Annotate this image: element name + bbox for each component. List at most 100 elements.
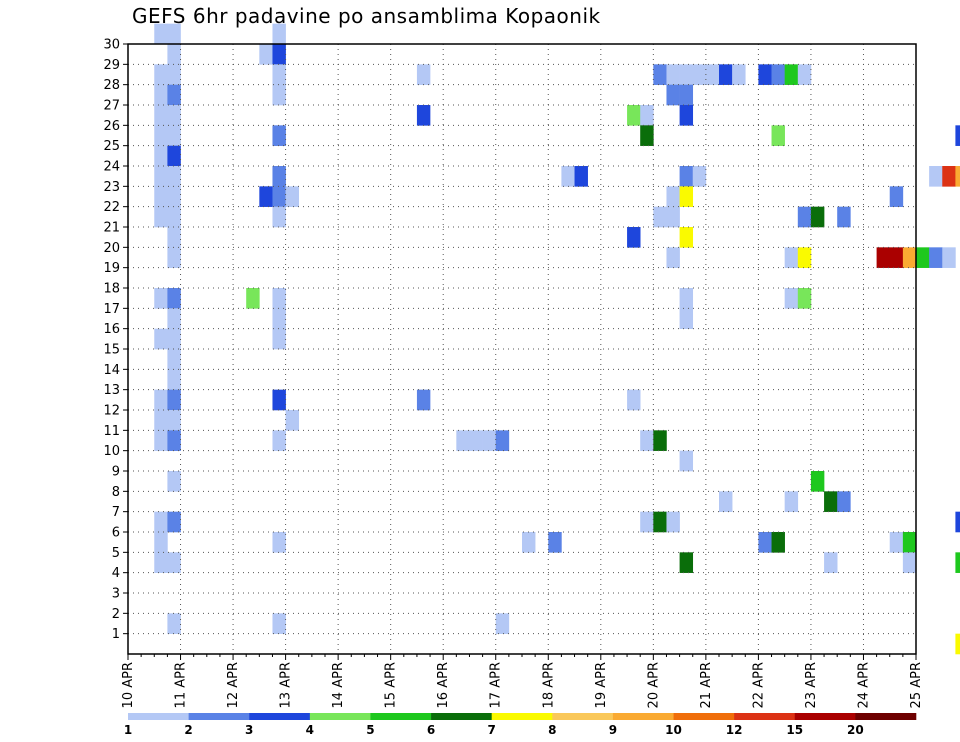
heatmap-cell [797,206,812,228]
x-tick-label: 13 APR [279,662,294,708]
heatmap-cell [666,247,680,268]
heatmap-cell [272,206,286,228]
heatmap-cell [784,491,799,512]
heatmap-cell [246,288,260,309]
heatmap-cell [955,552,960,573]
heatmap-cell [824,552,838,573]
heatmap-cell [666,64,680,85]
heatmap-cell [167,186,181,207]
y-tick-label: 30 [103,38,120,53]
x-tick-label: 21 APR [699,662,714,708]
heatmap-cell [167,471,181,492]
y-tick-label: 17 [103,302,120,317]
heatmap-cell [653,430,667,451]
heatmap-cell [640,105,654,126]
y-tick-label: 27 [103,99,120,114]
heatmap-cell [876,247,891,268]
heatmap-cell [679,84,694,106]
heatmap-cell [167,389,181,411]
y-tick-label: 9 [112,465,120,480]
heatmap-cell [929,247,943,268]
heatmap-cells [154,23,960,655]
heatmap-cell [167,105,181,126]
colorbar-swatch [673,713,735,720]
heatmap-cell [272,186,286,207]
heatmap-cell [154,430,168,451]
heatmap-cell [154,125,168,146]
heatmap-cell [771,125,785,146]
heatmap-cell [653,511,667,533]
heatmap-cell [627,227,641,248]
heatmap-cell [771,64,785,85]
colorbar-label: 3 [245,723,253,737]
heatmap-cell [679,105,694,126]
colorbar: 1 2 3 4 5 6 7 8 9 10 12 15 20 [124,713,917,737]
heatmap-cell [167,247,181,268]
heatmap-cell [797,247,812,268]
heatmap-cell [889,532,904,553]
heatmap-cell [679,186,694,207]
heatmap-cell [285,410,300,431]
heatmap-cell [154,552,168,573]
heatmap-cell [272,613,286,634]
x-tick-label: 24 APR [856,662,871,708]
y-tick-label: 12 [103,404,120,419]
y-axis: 1234567891011121314151617181920212223242… [103,38,128,642]
y-tick-label: 14 [103,363,120,378]
x-tick-label: 18 APR [541,662,556,708]
colorbar-swatch [552,713,614,720]
heatmap-cell [154,23,168,45]
heatmap-cell [719,491,733,512]
heatmap-cell [272,23,286,45]
x-tick-label: 11 APR [174,662,189,708]
y-tick-label: 19 [103,261,120,276]
heatmap-cell [679,552,694,573]
colorbar-swatch [491,713,553,720]
heatmap-cell [154,328,168,350]
heatmap-cell [784,288,799,309]
y-tick-label: 2 [112,607,120,622]
y-tick-label: 3 [112,587,120,602]
colorbar-swatch [370,713,432,720]
heatmap-cell [902,552,917,573]
heatmap-cell [902,532,917,553]
heatmap-cell [167,288,181,309]
y-tick-label: 8 [112,485,120,500]
heatmap-cell [719,64,733,85]
heatmap-cell [679,450,694,472]
heatmap-cell [495,613,510,634]
heatmap-cell [692,166,707,187]
heatmap-cell [837,491,851,512]
colorbar-swatch [249,713,311,720]
colorbar-label: 9 [609,723,617,737]
x-tick-label: 16 APR [436,662,451,708]
heatmap-cell [416,105,431,126]
colorbar-label: 15 [786,723,803,737]
x-axis: 10 APR 11 APR 12 APR 13 APR 14 APR 15 APR 16 A… [121,654,924,708]
heatmap-cell [495,430,510,451]
heatmap-cell [955,511,960,533]
heatmap-cell [758,64,772,85]
y-tick-label: 20 [103,241,120,256]
x-tick-label: 10 APR [121,662,136,708]
y-tick-label: 6 [112,526,120,541]
x-tick-label: 12 APR [226,662,241,708]
y-tick-label: 7 [112,505,120,520]
colorbar-label: 5 [366,723,374,737]
heatmap-cell [167,613,181,634]
heatmap-cell [272,84,286,106]
colorbar-swatch [309,713,371,720]
heatmap-cell [416,389,431,411]
heatmap-cell [810,471,825,492]
y-tick-label: 28 [103,78,120,93]
x-tick-label: 23 APR [804,662,819,708]
heatmap-cell [797,64,812,85]
heatmap-cell [784,247,799,268]
heatmap-cell [889,247,904,268]
colorbar-label: 2 [184,723,192,737]
heatmap-cell [167,430,181,451]
heatmap-cell [167,511,181,533]
colorbar-swatch [855,713,917,720]
heatmap-cell [154,64,168,85]
